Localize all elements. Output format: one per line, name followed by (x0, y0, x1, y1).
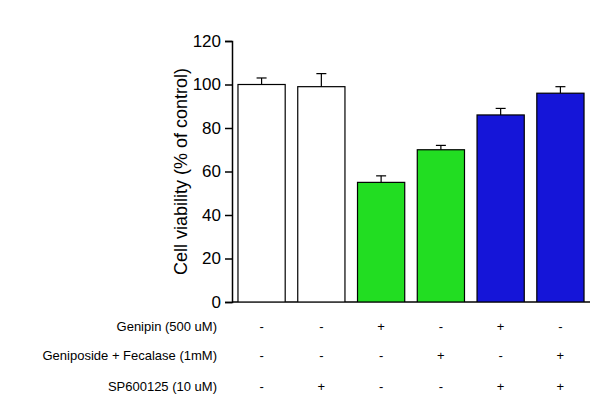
error-bar-stem (261, 78, 262, 85)
bar (298, 87, 345, 302)
treatment-label: Genipin (500 uM) (117, 319, 217, 334)
treatment-sign: + (318, 379, 326, 394)
bars (238, 74, 584, 302)
error-bar-cap (436, 145, 446, 146)
error-bar (555, 87, 565, 94)
y-tick-label: 120 (193, 32, 221, 51)
treatment-sign: - (319, 319, 323, 334)
treatment-table: Genipin (500 uM) - - + - + - Geniposide + Fecal… (43, 319, 565, 394)
chart: 0 20 40 60 80 100 120Cell viability (% of cont… (0, 0, 607, 402)
error-bar-stem (500, 108, 501, 115)
y-tick-mark (225, 128, 232, 130)
error-bar-cap (257, 77, 267, 78)
bar (477, 115, 524, 302)
bar (417, 150, 464, 302)
treatment-sign: - (379, 379, 383, 394)
treatment-sign: + (497, 319, 505, 334)
treatment-sign: - (259, 319, 263, 334)
y-tick-label: 20 (202, 249, 221, 268)
treatment-label: SP600125 (10 uM) (108, 379, 217, 394)
y-tick-label: 60 (202, 162, 221, 181)
y-axis-line (225, 42, 233, 303)
treatment-sign: - (259, 348, 263, 363)
y-tick-mark (225, 84, 232, 86)
error-bar-stem (560, 87, 561, 94)
y-axis-title: Cell viability (% of control) (171, 68, 191, 275)
treatment-sign: - (558, 319, 562, 334)
error-bar (316, 74, 326, 87)
treatment-sign: - (439, 319, 443, 334)
error-bar (257, 78, 267, 85)
treatment-sign: + (377, 319, 385, 334)
y-tick-label: 0 (212, 293, 221, 312)
error-bar-stem (321, 74, 322, 87)
y-tick-mark (225, 171, 232, 173)
y-tick-label: 100 (193, 75, 221, 94)
treatment-sign: - (379, 348, 383, 363)
y-tick-mark (225, 215, 232, 217)
y-tick-label: 80 (202, 119, 221, 138)
y-axis: 0 20 40 60 80 100 120 (193, 32, 233, 312)
y-tick: 60 (202, 162, 232, 181)
treatment-sign: + (557, 379, 565, 394)
treatment-sign: + (437, 348, 445, 363)
error-bar-stem (440, 145, 441, 149)
error-bar-cap (376, 175, 386, 176)
y-tick: 20 (202, 249, 232, 268)
error-bar (436, 145, 446, 149)
error-bar-cap (316, 73, 326, 74)
treatment-sign: + (557, 348, 565, 363)
y-tick: 0 (212, 293, 232, 312)
treatment-sign: - (319, 348, 323, 363)
y-tick-mark (225, 302, 232, 304)
treatment-sign: - (259, 379, 263, 394)
error-bar (376, 176, 386, 183)
treatment-sign: - (498, 348, 502, 363)
error-bar-cap (496, 108, 506, 109)
error-bar (496, 108, 506, 115)
treatment-label: Geniposide + Fecalase (1mM) (43, 348, 218, 363)
bar (238, 85, 285, 303)
y-tick-label: 40 (202, 206, 221, 225)
error-bar-cap (555, 86, 565, 87)
y-tick: 100 (193, 75, 232, 94)
y-tick-mark (225, 41, 232, 43)
error-bar-stem (381, 176, 382, 183)
y-tick: 40 (202, 206, 232, 225)
y-tick: 120 (193, 32, 232, 51)
y-tick-mark (225, 258, 232, 260)
bar (537, 93, 584, 302)
bar (358, 182, 405, 302)
y-tick: 80 (202, 119, 232, 138)
treatment-sign: - (439, 379, 443, 394)
treatment-sign: + (497, 379, 505, 394)
